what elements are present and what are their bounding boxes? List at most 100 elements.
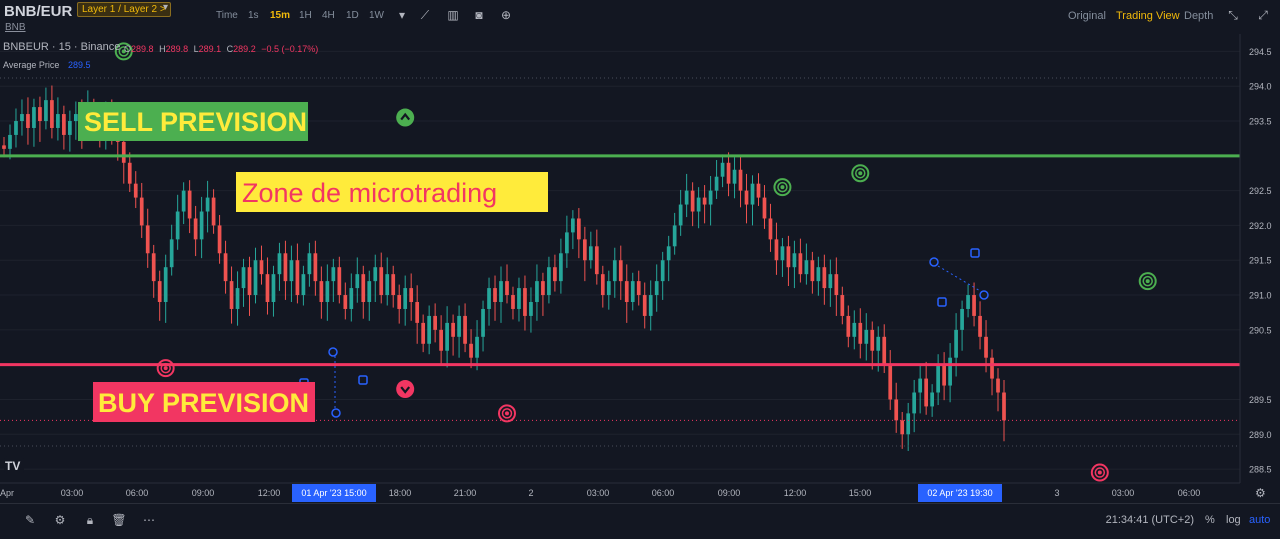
view-original[interactable]: Original [1068, 10, 1106, 22]
candle-body [181, 190, 186, 212]
price-tick-label: 291.0 [1249, 291, 1272, 301]
candle-body [768, 218, 773, 240]
fullscreen-icon[interactable]: ⤢ [1258, 8, 1268, 22]
more-timeframes-icon[interactable]: ▾ [398, 8, 406, 22]
candle-body [277, 253, 282, 275]
candle-body [690, 190, 695, 212]
candle-body [169, 239, 174, 268]
candle-body [145, 225, 150, 254]
candle-body [930, 392, 934, 407]
candle-body [612, 260, 617, 282]
time-tick-label: 09:00 [192, 488, 215, 498]
tf-15m[interactable]: 15m [270, 10, 291, 21]
time-highlight-label: 01 Apr '23 15:00 [301, 488, 366, 498]
camera-icon[interactable]: ◙ [475, 8, 483, 22]
log-toggle[interactable]: log [1226, 514, 1241, 526]
candle-body [68, 121, 72, 135]
candle-body [588, 246, 593, 261]
tf-4h[interactable]: 4H [322, 10, 335, 21]
lock-icon[interactable]: 🔒︎ [86, 513, 94, 527]
candle-body [804, 260, 809, 275]
candle-body [618, 260, 623, 282]
candle-body [828, 274, 833, 289]
candle-body [325, 281, 330, 303]
candle-body [714, 176, 719, 191]
more-icon[interactable]: ⋯ [143, 513, 155, 527]
candle-body [936, 364, 940, 393]
view-trading-view[interactable]: Trading View [1116, 10, 1180, 22]
candle-body [469, 343, 473, 358]
candle-body [726, 162, 731, 184]
axis-settings-icon[interactable]: ⚙ [1255, 486, 1266, 500]
time-tick-label: 12:00 [784, 488, 807, 498]
candle-body [852, 322, 857, 337]
price-axis[interactable] [1240, 34, 1280, 483]
candle-body [636, 281, 641, 296]
settings-icon[interactable]: ⚙ [54, 513, 66, 527]
candle-body [301, 274, 306, 296]
candle-body [187, 190, 192, 219]
candle-body [14, 121, 18, 135]
candle-body [127, 162, 132, 184]
candle-body [337, 267, 342, 296]
tf-1h[interactable]: 1H [299, 10, 312, 21]
candle-body [139, 197, 144, 226]
time-tick-label: 3 [1054, 488, 1059, 498]
symbol-title[interactable]: BNB/EUR [4, 3, 73, 20]
zone-label: Zone de microtrading [242, 178, 497, 208]
order-connector [937, 265, 983, 293]
percent-toggle[interactable]: % [1205, 514, 1215, 526]
tf-1s[interactable]: 1s [248, 10, 259, 21]
candle-type-icon[interactable]: ▥ [447, 8, 459, 22]
candle-body [774, 239, 779, 261]
drawing-tool-icon[interactable]: ✎ [24, 513, 36, 527]
indicators-icon[interactable]: ⟋ [420, 8, 430, 22]
avg-price-label: Average Price [3, 60, 59, 70]
view-depth[interactable]: Depth [1184, 10, 1214, 22]
candle-body [816, 267, 821, 282]
candle-body [265, 274, 270, 303]
plus-circle-icon[interactable]: ⊕ [500, 8, 512, 22]
time-tick-label: 12:00 [258, 488, 281, 498]
sell-prevision-label: SELL PREVISION [84, 107, 307, 137]
collapse-icon[interactable]: ⤡ [1228, 8, 1238, 22]
sell-target-icon [114, 42, 133, 61]
candle-body [582, 239, 587, 261]
candle-body [882, 336, 887, 365]
price-tick-label: 289.0 [1249, 430, 1272, 440]
layer-badge[interactable]: Layer 1 / Layer 2 > [77, 2, 171, 17]
candle-body [978, 315, 982, 337]
candle-body [451, 322, 455, 337]
candle-body [56, 114, 60, 128]
sell-target-icon [1138, 272, 1157, 291]
candle-body [319, 281, 324, 303]
candle-body [481, 308, 485, 337]
candle-body [205, 197, 210, 212]
candle-body [26, 114, 30, 128]
candle-body [894, 399, 899, 421]
candle-body [547, 267, 551, 296]
auto-toggle[interactable]: auto [1249, 514, 1271, 526]
candle-body [954, 329, 958, 358]
candle-body [559, 253, 563, 282]
clock: 21:34:41 (UTC+2) [1105, 514, 1194, 526]
candle-body [576, 218, 581, 240]
candle-body [858, 322, 863, 344]
candle-body [870, 329, 875, 351]
candle-body [199, 211, 204, 240]
candle-body [313, 253, 318, 282]
candle-body [133, 183, 138, 198]
tf-1w[interactable]: 1W [369, 10, 384, 21]
chevron-down-icon[interactable]: ▾ [163, 2, 169, 13]
candle-body [427, 315, 432, 344]
candle-body [924, 378, 929, 407]
trash-icon[interactable]: 🗑︎ [111, 513, 127, 527]
sub-symbol-link[interactable]: BNB [5, 22, 26, 33]
tf-1d[interactable]: 1D [346, 10, 359, 21]
candle-body [750, 183, 755, 205]
candle-body [864, 329, 869, 344]
tf-time[interactable]: Time [216, 10, 238, 21]
svg-text:TV: TV [5, 459, 20, 473]
